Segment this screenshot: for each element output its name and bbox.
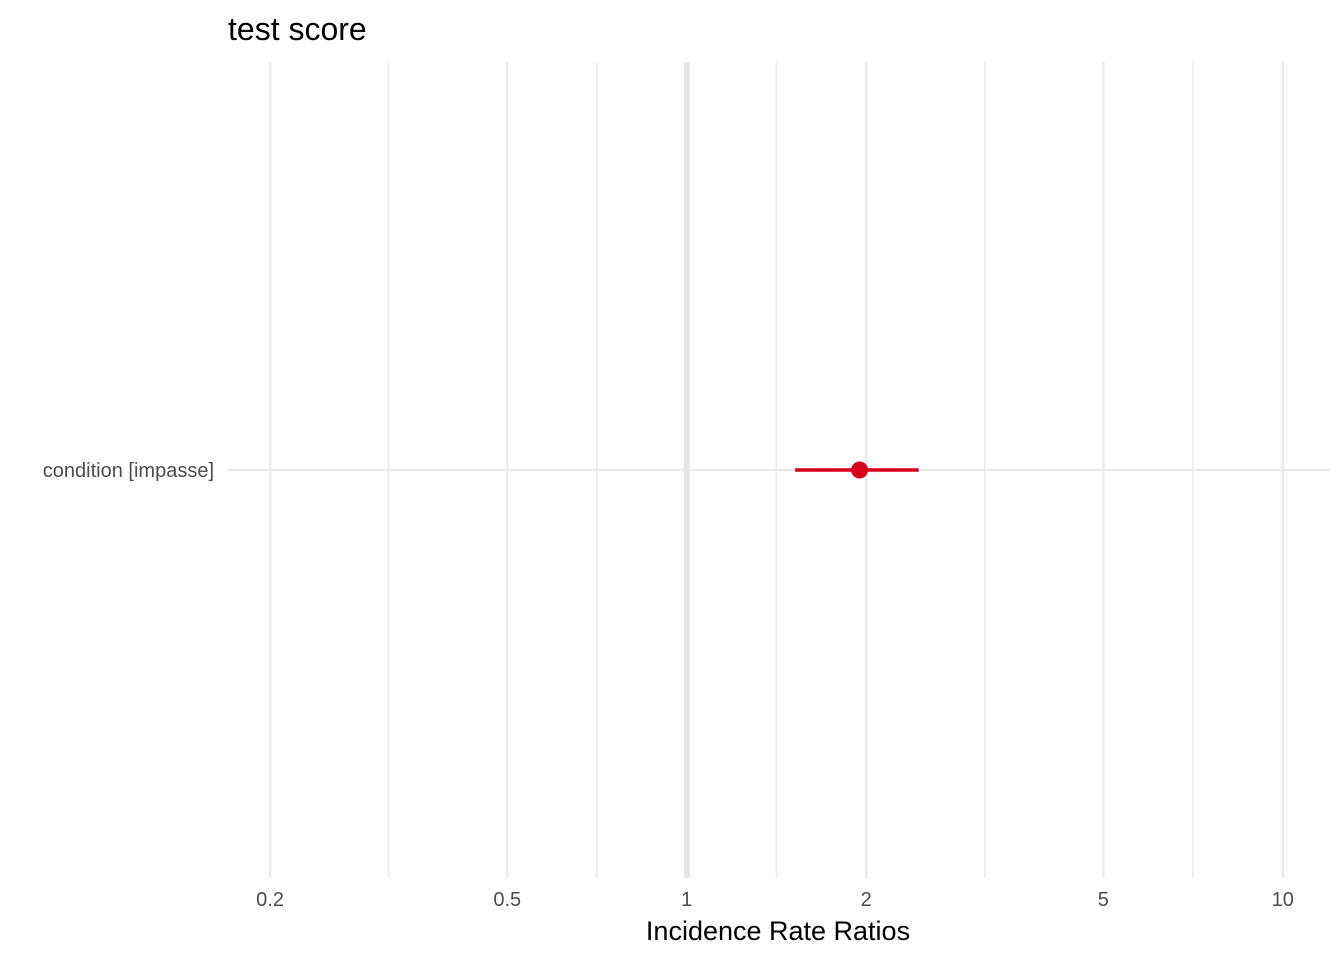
- y-tick-labels: condition [impasse]: [43, 460, 214, 482]
- x-tick-labels: 0.2 0.5 1 2 5 10: [256, 889, 1294, 911]
- x-tick-label: 2: [861, 889, 872, 911]
- y-tick-label: condition [impasse]: [43, 460, 214, 482]
- x-tick-label: 5: [1098, 889, 1109, 911]
- x-tick-label: 1: [681, 889, 692, 911]
- x-tick-label: 0.2: [256, 889, 284, 911]
- x-tick-label: 10: [1272, 889, 1294, 911]
- estimate-point: [851, 461, 869, 479]
- chart-title: test score: [228, 11, 367, 47]
- x-axis-title: Incidence Rate Ratios: [646, 916, 910, 946]
- x-tick-label: 0.5: [493, 889, 521, 911]
- estimate-marks: [795, 461, 919, 479]
